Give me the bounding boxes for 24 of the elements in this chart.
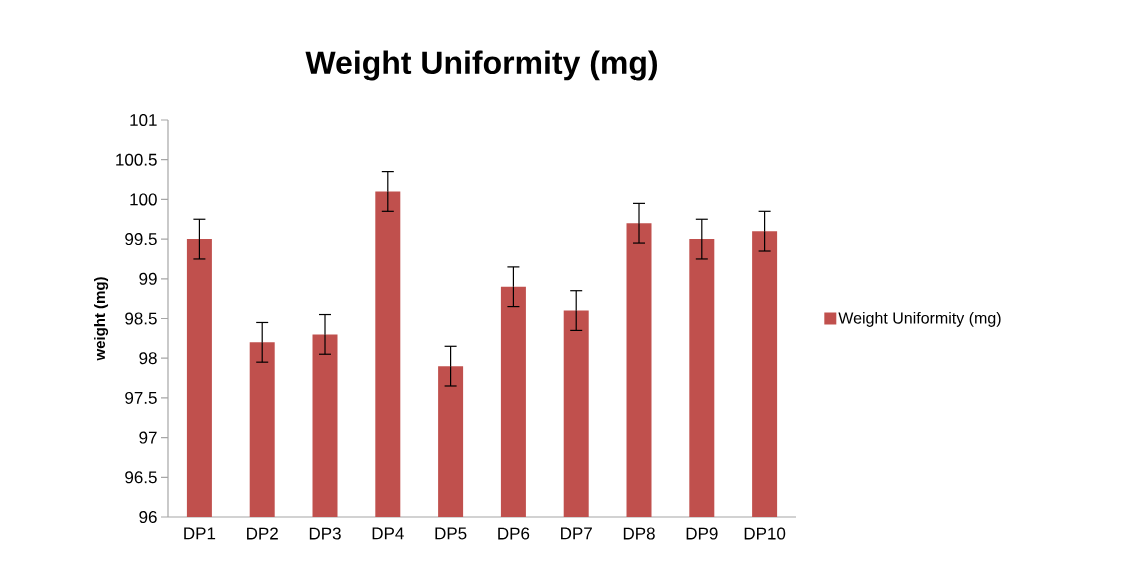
y-tick-label: 97.5	[125, 391, 157, 404]
x-tick-label: DP6	[498, 527, 530, 540]
legend-label: Weight Uniformity (mg)	[838, 311, 1001, 327]
y-tick-label: 98.5	[125, 312, 157, 325]
y-tick-label: 100.5	[116, 153, 157, 166]
x-tick-label: DP3	[309, 527, 341, 540]
y-tick-label: 97	[139, 431, 157, 444]
x-tick-label: DP5	[435, 527, 467, 540]
y-tick-label: 96.5	[125, 471, 157, 484]
y-tick-label: 99	[139, 272, 157, 285]
y-tick-label: 101	[130, 113, 157, 127]
y-tick-label: 99.5	[125, 233, 157, 246]
x-tick-label: DP8	[623, 527, 655, 540]
x-tick-label: DP7	[561, 527, 592, 540]
x-tick-label: DP1	[184, 527, 216, 540]
y-tick-label: 96	[139, 510, 157, 524]
y-tick-label: 98	[139, 352, 157, 365]
y-axis-title: weight (mg)	[94, 277, 109, 361]
chart-title: Weight Uniformity (mg)	[305, 50, 657, 81]
x-tick-label: DP4	[372, 527, 404, 540]
x-tick-label: DP9	[686, 527, 718, 540]
x-tick-label: DP2	[247, 527, 278, 540]
x-tick-label: DP10	[744, 527, 786, 540]
y-tick-label: 100	[130, 193, 157, 206]
